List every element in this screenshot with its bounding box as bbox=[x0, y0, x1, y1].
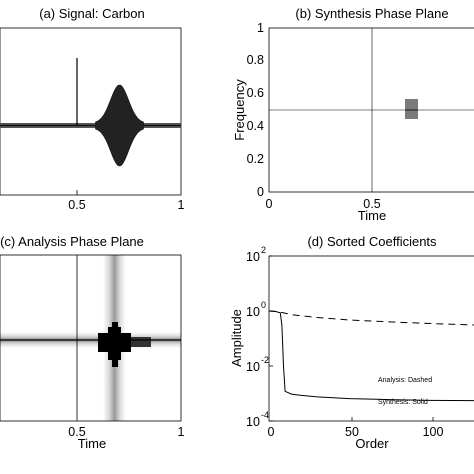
panel-d-ylabel: Amplitude bbox=[229, 309, 244, 367]
panel-b-ytick-label: 0.4 bbox=[247, 119, 264, 133]
panel-d-ytick-label: 10 bbox=[246, 305, 260, 319]
panel-c-xtick-label: 0.5 bbox=[68, 425, 85, 439]
panel-d-frame bbox=[268, 255, 474, 422]
panel-b-ytick-label: 1 bbox=[257, 21, 264, 35]
panel-d-xtick-label: 0 bbox=[268, 425, 275, 439]
panel-c-frame bbox=[0, 254, 182, 422]
panel-a-title: (a) Signal: Carbon bbox=[39, 6, 145, 21]
panel-d-xtick-label: 50 bbox=[345, 425, 359, 439]
panel-d-ytick-label: 10 bbox=[246, 360, 260, 374]
panel-d-analysis-series bbox=[268, 310, 474, 326]
panel-d-title: (d) Sorted Coefficients bbox=[307, 234, 437, 249]
panel-d-annotation-analysis: Analysis: Dashed bbox=[378, 377, 432, 384]
panel-d-xticks: 0 50 100 bbox=[268, 417, 444, 439]
panel-d-ytick-exponent: -2 bbox=[261, 355, 269, 365]
panel-a: (a) Signal: Carbon 0.5 1 bbox=[0, 6, 185, 212]
panel-a-xtick-label: 1 bbox=[178, 198, 185, 212]
panel-a-frame bbox=[0, 27, 182, 196]
panel-b-xticks: 0 0.5 bbox=[266, 197, 381, 211]
panel-b-ylabel: Frequency bbox=[232, 79, 247, 141]
panel-a-wave-packet bbox=[95, 84, 144, 167]
panel-d-xlabel: Order bbox=[355, 436, 389, 451]
panel-a-xtick-label: 0.5 bbox=[68, 198, 85, 212]
panel-b-ytick-label: 0.6 bbox=[247, 86, 264, 100]
panel-b-xtick-label: 0 bbox=[266, 197, 273, 211]
panel-b-atom bbox=[405, 99, 418, 119]
panel-b-xlabel: Time bbox=[358, 208, 386, 223]
panel-c-xlabel: Time bbox=[78, 436, 106, 451]
panel-c-blob-stem bbox=[112, 322, 118, 367]
panel-b-xtick-label: 0.5 bbox=[363, 197, 380, 211]
panel-c-blob-tail bbox=[131, 337, 151, 347]
panel-b-yticks: 0 0.2 0.4 0.6 0.8 1 bbox=[247, 21, 264, 199]
panel-d-ytick-exponent: 0 bbox=[261, 300, 266, 310]
panel-b-ytick-label: 0 bbox=[257, 185, 264, 199]
panel-c-xtick-label: 1 bbox=[178, 425, 185, 439]
panel-d-ytick-label: 10 bbox=[246, 250, 260, 264]
panel-d-ytick-exponent: -4 bbox=[261, 410, 269, 420]
panel-d-xtick-label: 100 bbox=[423, 425, 444, 439]
panel-c-title: (c) Analysis Phase Plane bbox=[0, 234, 144, 249]
panel-b: (b) Synthesis Phase Plane 0 0.2 0.4 0.6 … bbox=[232, 6, 474, 223]
panel-d-annotation-synthesis: Synthesis: Solid bbox=[378, 399, 428, 406]
panel-b-title: (b) Synthesis Phase Plane bbox=[295, 6, 448, 21]
panel-d-ytick-exponent: 2 bbox=[261, 245, 266, 255]
panel-b-ytick-label: 0.8 bbox=[247, 53, 264, 67]
panel-c-blob bbox=[98, 322, 151, 367]
panel-c: (c) Analysis Phase Plane bbox=[0, 234, 185, 451]
panel-d-ytick-label: 10 bbox=[246, 415, 260, 429]
panel-d-synthesis-series bbox=[268, 310, 474, 402]
panel-b-ytick-label: 0.2 bbox=[247, 152, 264, 166]
